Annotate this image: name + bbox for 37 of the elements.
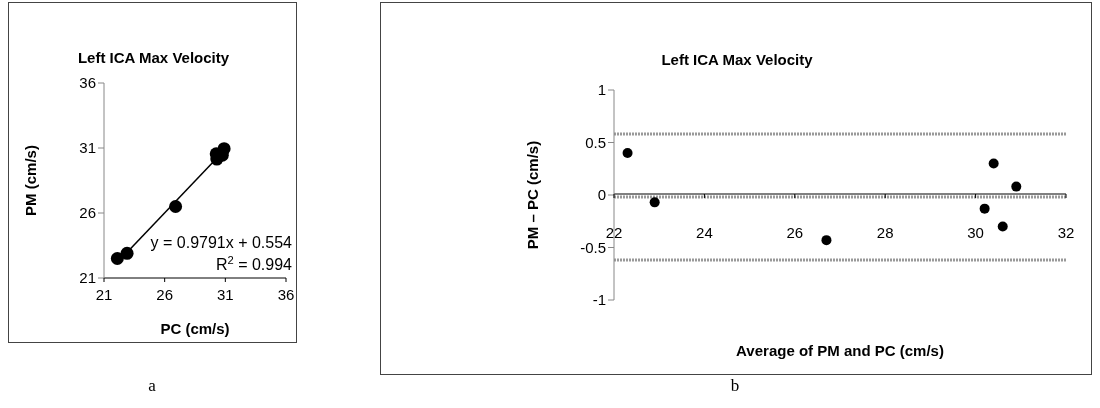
x-tick-label: 22 (605, 224, 623, 241)
point (649, 197, 660, 208)
chart-title: Left ICA Max Velocity (661, 51, 813, 68)
x-tick-label: 26 (786, 224, 804, 241)
x-tick-label: 26 (156, 286, 174, 303)
y-tick-label: 31 (79, 139, 96, 157)
y-tick-label: 1 (597, 81, 606, 99)
annotation: y = 0.9791x + 0.554 (150, 234, 293, 251)
point (988, 158, 999, 169)
point (622, 148, 633, 158)
x-tick-label: 31 (216, 286, 234, 303)
x-tick-label: 36 (277, 286, 295, 303)
y-axis-title: PM – PC (cm/s) (524, 140, 542, 250)
point (1011, 181, 1022, 192)
y-tick-label: 26 (79, 204, 96, 222)
y-tick-label: 0 (597, 186, 606, 204)
x-axis-title: Average of PM and PC (cm/s) (736, 342, 944, 359)
point (979, 203, 990, 214)
text: b (730, 376, 740, 395)
y-axis-title: PM (cm/s) (22, 145, 40, 216)
x-tick-label: 32 (1057, 224, 1075, 241)
point (997, 221, 1008, 232)
y-tick-label: -1 (592, 291, 606, 309)
y-tick-label: 0.5 (585, 133, 606, 151)
x-tick-label: 28 (876, 224, 894, 241)
x-axis-title: PC (cm/s) (160, 320, 230, 337)
point (217, 142, 231, 156)
y-tick-label: -0.5 (580, 238, 606, 256)
chart-title: Left ICA Max Velocity (77, 49, 230, 66)
text: a (148, 376, 156, 395)
x-tick-label: 24 (696, 224, 713, 241)
x-tick-label: 30 (967, 224, 984, 241)
y-tick-label: 21 (79, 269, 96, 287)
point (821, 235, 832, 246)
annotation: R$^{2}$ = 0.994 (215, 254, 293, 273)
x-tick-label: 21 (95, 286, 113, 303)
y-tick-label: 36 (79, 74, 96, 92)
